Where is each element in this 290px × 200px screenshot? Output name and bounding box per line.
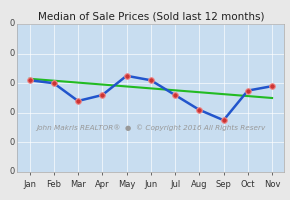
Text: 0: 0 bbox=[10, 79, 15, 88]
Text: John Makris REALTOR®  ●  © Copyright 2016 All Rights Reserv: John Makris REALTOR® ● © Copyright 2016 … bbox=[36, 124, 265, 131]
Point bbox=[246, 89, 250, 92]
Text: 0: 0 bbox=[10, 20, 15, 28]
Point bbox=[27, 79, 32, 82]
Text: 0: 0 bbox=[10, 138, 15, 147]
Point bbox=[100, 93, 105, 97]
Point bbox=[76, 99, 80, 103]
Point bbox=[148, 79, 153, 82]
Title: Median of Sale Prices (Sold last 12 months): Median of Sale Prices (Sold last 12 mont… bbox=[37, 12, 264, 22]
Point bbox=[124, 74, 129, 77]
Point bbox=[51, 82, 56, 85]
Text: 0: 0 bbox=[10, 49, 15, 58]
Point bbox=[270, 85, 274, 88]
Text: 0: 0 bbox=[10, 168, 15, 176]
Text: 0: 0 bbox=[10, 108, 15, 117]
Point bbox=[197, 108, 202, 111]
Point bbox=[221, 119, 226, 122]
Point bbox=[173, 93, 177, 97]
